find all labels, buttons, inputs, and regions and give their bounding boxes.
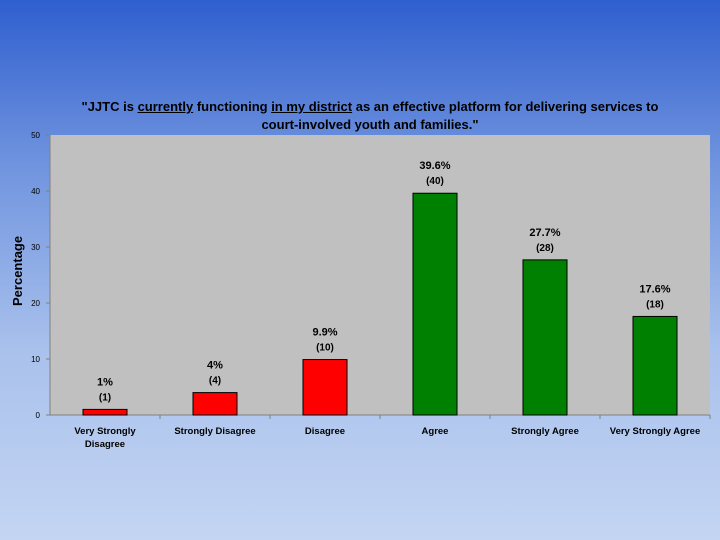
y-tick-label: 10 xyxy=(31,355,40,364)
chart-title-part: as an effective platform for delivering … xyxy=(261,99,659,132)
x-tick-label: Strongly Agree xyxy=(511,426,579,437)
x-tick-label: Very Strongly Agree xyxy=(610,426,700,437)
bar xyxy=(302,359,348,416)
bar xyxy=(192,392,238,416)
y-tick-label: 0 xyxy=(36,411,41,420)
x-tick-label: Strongly Disagree xyxy=(174,426,255,437)
bar-value-label: 39.6% xyxy=(419,160,450,172)
chart-title-part: currently xyxy=(137,99,194,114)
bar-count-label: (10) xyxy=(316,343,334,354)
bar-value-label: 9.9% xyxy=(312,327,337,339)
x-tick-label: Agree xyxy=(422,426,449,437)
plot-area xyxy=(50,135,710,415)
bar-value-label: 4% xyxy=(207,360,223,372)
bar xyxy=(522,259,568,416)
bar-count-label: (28) xyxy=(536,243,554,254)
y-tick-label: 40 xyxy=(31,187,40,196)
y-tick-label: 30 xyxy=(31,243,40,252)
y-tick-label: 20 xyxy=(31,299,40,308)
chart-title-part: functioning xyxy=(193,99,272,114)
bar-count-label: (4) xyxy=(209,376,221,387)
x-tick-label: Disagree xyxy=(305,426,345,437)
bar xyxy=(632,315,678,416)
bar-count-label: (1) xyxy=(99,392,111,403)
bar-value-label: 1% xyxy=(97,376,113,388)
chart-title-part: "JJTC is xyxy=(81,99,138,114)
y-tick-label: 50 xyxy=(31,131,40,140)
bar xyxy=(412,192,458,416)
x-tick-label: Disagree xyxy=(85,439,125,450)
x-tick-label: Very Strongly xyxy=(74,426,136,437)
bar-value-label: 27.7% xyxy=(529,227,560,239)
chart-title: "JJTC is currently functioning in my dis… xyxy=(70,98,670,134)
bar-value-label: 17.6% xyxy=(639,283,670,295)
bar-count-label: (40) xyxy=(426,176,444,187)
bar xyxy=(82,408,128,416)
chart-title-part: in my district xyxy=(271,99,353,114)
bar-count-label: (18) xyxy=(646,299,664,310)
